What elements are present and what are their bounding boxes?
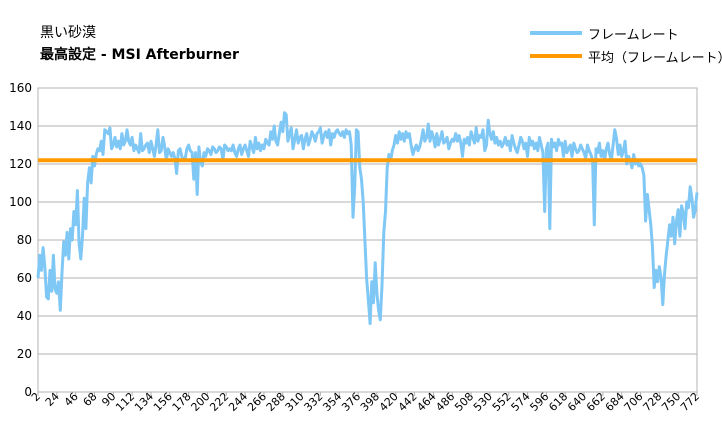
- legend-swatch-framerate: [530, 31, 582, 35]
- y-tick-label: 80: [17, 233, 32, 247]
- x-tick-label: 68: [81, 390, 100, 409]
- y-tick-label: 0: [24, 385, 32, 399]
- y-tick-label: 60: [17, 271, 32, 285]
- legend-item-framerate: フレームレート: [530, 24, 679, 43]
- y-tick-label: 100: [9, 195, 32, 209]
- legend-label-framerate: フレームレート: [588, 27, 679, 43]
- legend-swatch-average: [530, 54, 582, 58]
- series-line-framerate: [36, 111, 699, 326]
- chart-title: 黒い砂漠: [40, 25, 96, 41]
- y-tick-label: 140: [9, 119, 32, 133]
- legend-item-average: 平均（フレームレート）: [530, 47, 722, 66]
- y-tick-label: 160: [9, 81, 32, 95]
- legend-label-average: 平均（フレームレート）: [588, 50, 722, 66]
- y-tick-label: 20: [17, 347, 32, 361]
- x-tick-label: 772: [678, 390, 702, 414]
- x-tick-label: 46: [62, 390, 81, 409]
- y-tick-label: 40: [17, 309, 32, 323]
- x-tick-label: 24: [43, 390, 62, 409]
- chart-subtitle: 最高設定 - MSI Afterburner: [40, 47, 239, 63]
- y-tick-label: 120: [9, 157, 32, 171]
